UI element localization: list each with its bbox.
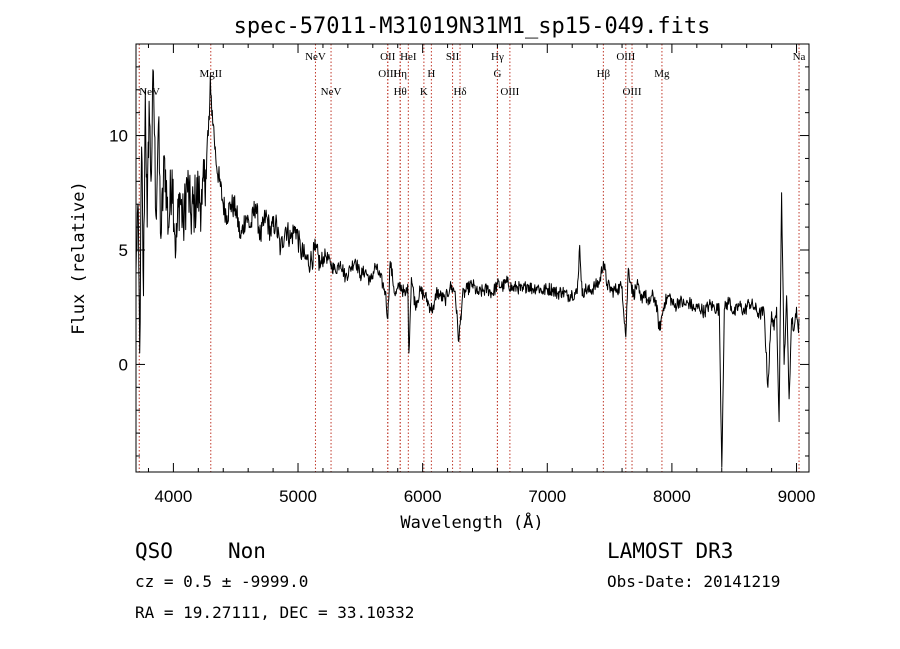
plot-area-border <box>135 43 810 473</box>
chart-title: spec-57011-M31019N31M1_sp15-049.fits <box>234 14 711 39</box>
line-label-11: SII <box>446 51 460 63</box>
line-label-2: NeV <box>305 51 326 63</box>
emission-line-markers: NeVMgIINeVNeVOIIOIIIHηHθHeIKHSIIHδHγGOII… <box>138 44 806 472</box>
line-label-20: Na <box>793 51 806 63</box>
y-tick-label-1: 5 <box>119 241 128 260</box>
x-tick-label-0: 4000 <box>154 487 192 506</box>
spectrum-line <box>135 69 800 468</box>
line-label-7: Hθ <box>394 86 407 98</box>
line-label-15: OIII <box>500 86 519 98</box>
x-tick-label-3: 7000 <box>528 487 566 506</box>
object-class: QSO <box>135 539 173 563</box>
line-label-6: Hη <box>393 68 407 80</box>
line-label-4: OII <box>380 51 396 63</box>
line-label-0: NeV <box>139 86 160 98</box>
axis-ticks: 4000 5000 6000 7000 8000 9000 0 5 10 <box>109 44 815 506</box>
line-label-16: Hβ <box>597 68 611 80</box>
object-subclass: Non <box>228 539 266 563</box>
x-axis-label: Wavelength (Å) <box>400 511 543 533</box>
line-label-9: K <box>420 86 428 98</box>
y-tick-label-0: 0 <box>119 355 128 374</box>
line-label-14: G <box>493 68 501 80</box>
x-tick-label-2: 6000 <box>404 487 442 506</box>
x-tick-label-1: 5000 <box>279 487 317 506</box>
coordinates: RA = 19.27111, DEC = 33.10332 <box>135 603 414 622</box>
observation-date: Obs-Date: 20141219 <box>607 572 780 591</box>
line-label-10: H <box>427 68 435 80</box>
line-label-19: Mg <box>654 68 670 80</box>
y-tick-label-2: 10 <box>109 127 128 146</box>
line-label-8: HeI <box>400 51 417 63</box>
plot-frame <box>135 43 810 473</box>
line-label-13: Hγ <box>491 51 504 63</box>
redshift-info: cz = 0.5 ± -9999.0 <box>135 572 308 591</box>
y-axis-label: Flux (relative) <box>69 181 89 335</box>
line-label-12: Hδ <box>453 86 466 98</box>
line-label-1: MgII <box>199 68 222 80</box>
line-label-5: OIII <box>378 68 397 80</box>
line-label-17: OIII <box>616 51 635 63</box>
line-label-18: OIII <box>623 86 642 98</box>
x-tick-label-4: 8000 <box>653 487 691 506</box>
survey-name: LAMOST DR3 <box>607 539 733 563</box>
x-tick-label-5: 9000 <box>778 487 816 506</box>
line-label-3: NeV <box>321 86 342 98</box>
